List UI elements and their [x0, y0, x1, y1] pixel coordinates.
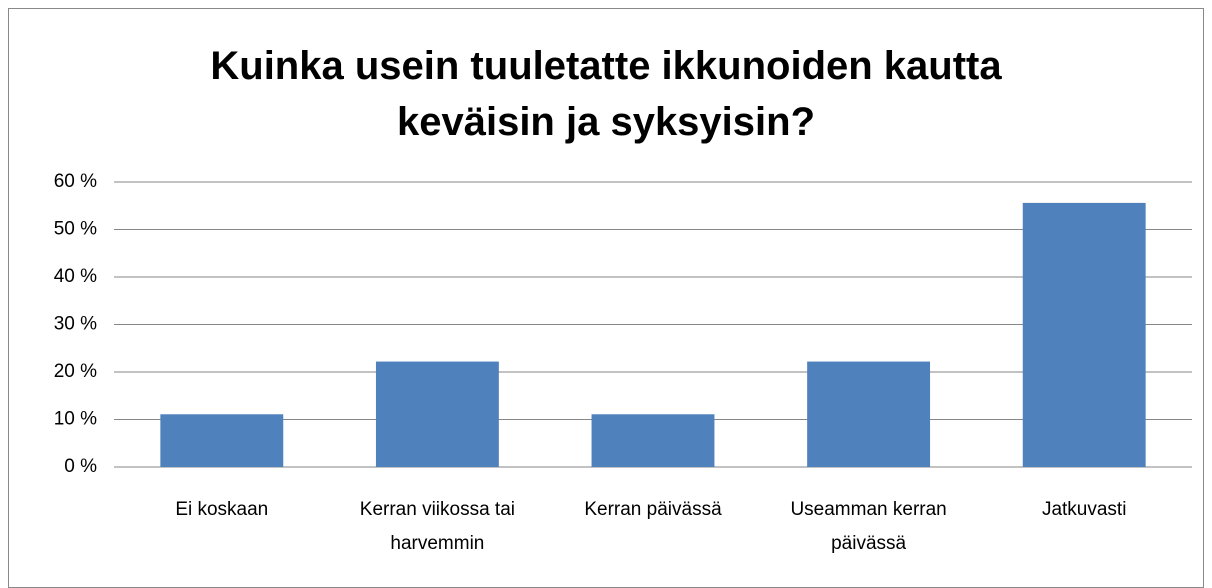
y-tick-label: 40 % [54, 266, 97, 287]
bar [807, 361, 931, 467]
y-tick-label: 30 % [54, 314, 97, 335]
chart-title: Kuinka usein tuuletatte ikkunoiden kautt… [210, 44, 1002, 144]
x-tick-label: Kerran päivässä [584, 499, 722, 520]
bar [591, 414, 715, 467]
y-tick-label: 50 % [54, 219, 97, 240]
x-tick-label: Ei koskaan [175, 499, 269, 520]
y-tick-label: 60 % [54, 171, 97, 192]
y-tick-label: 20 % [54, 361, 97, 382]
x-tick-label: Kerran viikossa tai harvemmin [359, 499, 515, 554]
y-tick-label: 10 % [54, 409, 97, 430]
bar [1022, 202, 1146, 467]
x-tick-label: Useamman kerran päivässä [790, 499, 947, 554]
x-tick-label: Jatkuvasti [1041, 499, 1127, 520]
bar [160, 414, 284, 467]
bar [375, 361, 499, 467]
y-tick-label: 0 % [64, 456, 97, 477]
